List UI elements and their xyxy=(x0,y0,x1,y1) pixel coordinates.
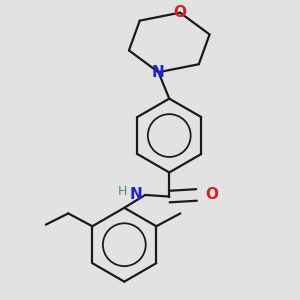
Text: O: O xyxy=(206,188,218,202)
Text: O: O xyxy=(174,5,187,20)
Text: H: H xyxy=(118,185,128,198)
Text: N: N xyxy=(152,65,165,80)
Text: N: N xyxy=(129,188,142,202)
